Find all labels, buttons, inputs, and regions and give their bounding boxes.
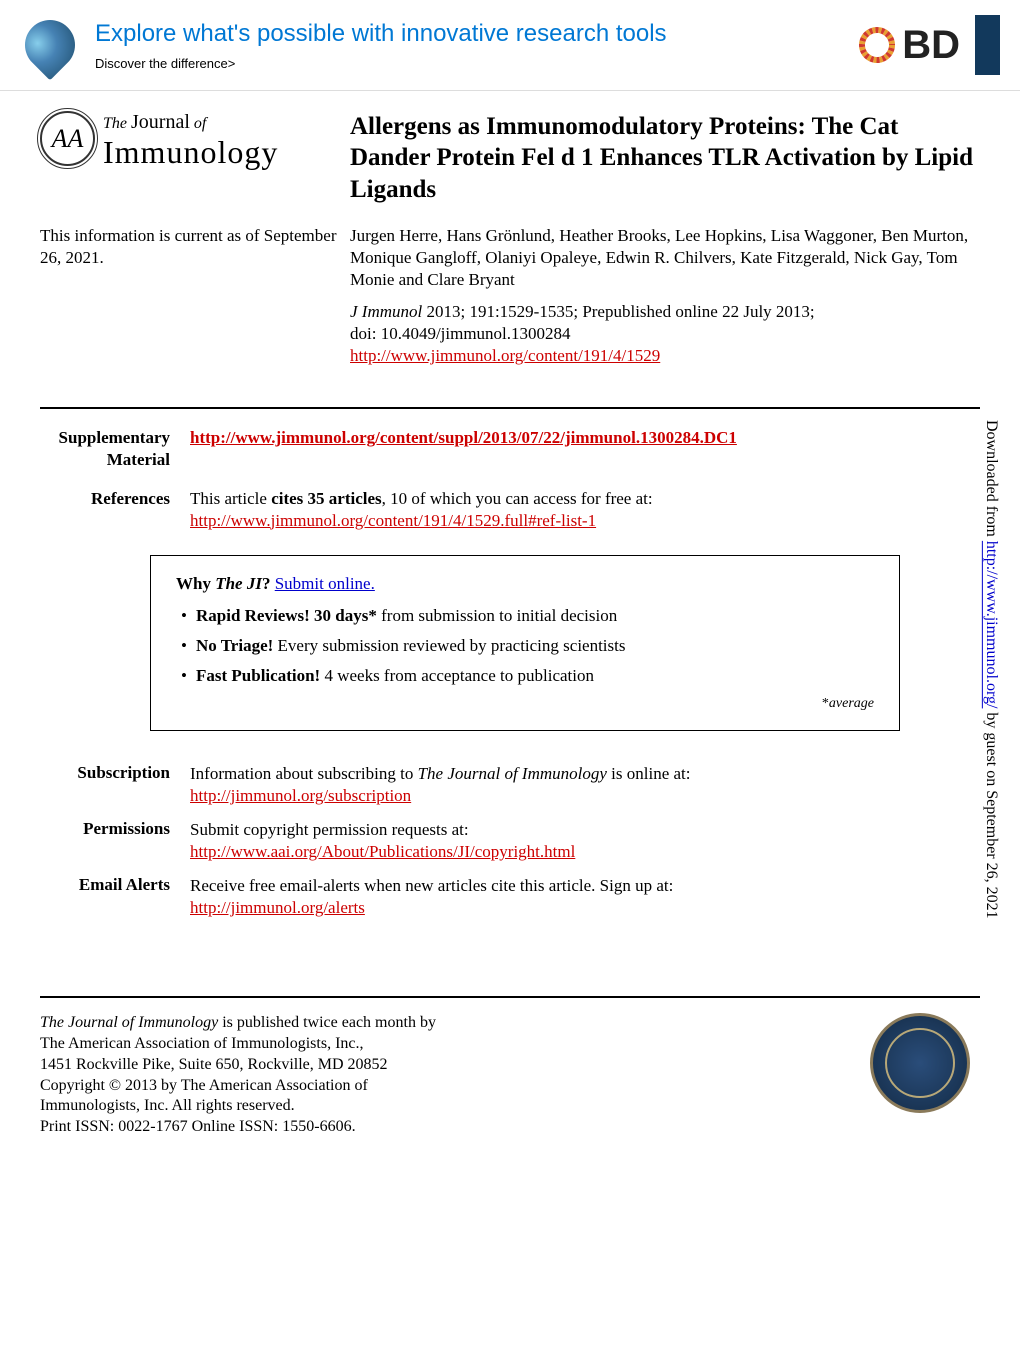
gear-icon	[857, 25, 897, 65]
footer-divider	[40, 996, 980, 998]
subscription-label: Subscription	[40, 763, 190, 807]
alerts-text: Receive free email-alerts when new artic…	[190, 876, 673, 895]
references-text-b: , 10 of which you can access for free at…	[382, 489, 653, 508]
why-submit-box: Why The JI? Submit online. Rapid Reviews…	[150, 555, 900, 731]
submit-online-link[interactable]: Submit online.	[275, 574, 375, 593]
doi: doi: 10.4049/jimmunol.1300284	[350, 324, 571, 343]
why-bullet-2: No Triage! Every submission reviewed by …	[181, 636, 874, 656]
article-url[interactable]: http://www.jimmunol.org/content/191/4/15…	[350, 346, 660, 365]
references-label: References	[40, 488, 190, 532]
divider	[40, 407, 980, 409]
current-as-of: This information is current as of Septem…	[40, 225, 340, 378]
banner-text: Explore what's possible with innovative …	[80, 20, 857, 71]
alerts-label: Email Alerts	[40, 875, 190, 919]
supplementary-label: Supplementary Material	[40, 427, 190, 471]
bd-logo: BD	[857, 23, 960, 68]
supplementary-link[interactable]: http://www.jimmunol.org/content/suppl/20…	[190, 428, 737, 447]
alerts-link[interactable]: http://jimmunol.org/alerts	[190, 898, 365, 917]
why-bullet-3: Fast Publication! 4 weeks from acceptanc…	[181, 666, 874, 686]
banner-discover-link[interactable]: Discover the difference>	[95, 56, 857, 71]
references-link[interactable]: http://www.jimmunol.org/content/191/4/15…	[190, 511, 596, 530]
bd-text: BD	[902, 23, 960, 68]
subscription-link[interactable]: http://jimmunol.org/subscription	[190, 786, 411, 805]
footer-text: The Journal of Immunology is published t…	[40, 1013, 870, 1138]
ad-banner: Explore what's possible with innovative …	[0, 0, 1020, 91]
journal-of: of	[194, 115, 206, 132]
banner-side-tab	[975, 15, 1000, 75]
badge-circle: AA	[40, 111, 95, 166]
footer: The Journal of Immunology is published t…	[0, 1013, 1020, 1168]
why-bullet-1: Rapid Reviews! 30 days* from submission …	[181, 606, 874, 626]
authors: Jurgen Herre, Hans Grönlund, Heather Bro…	[350, 225, 980, 291]
why-list: Rapid Reviews! 30 days* from submission …	[176, 606, 874, 686]
info-row: This information is current as of Septem…	[0, 215, 1020, 398]
subscription-row: Subscription Information about subscribi…	[40, 763, 980, 807]
supplementary-row: Supplementary Material http://www.jimmun…	[0, 419, 1020, 479]
journal-word: Journal	[131, 111, 190, 133]
permissions-link[interactable]: http://www.aai.org/About/Publications/JI…	[190, 842, 575, 861]
permissions-text: Submit copyright permission requests at:	[190, 820, 469, 839]
article-title: Allergens as Immunomodulatory Proteins: …	[350, 111, 980, 205]
journal-logo: AA The Journal of Immunology	[40, 111, 340, 205]
download-sidebar: Downloaded from http://www.jimmunol.org/…	[982, 420, 1000, 919]
banner-drop-icon	[20, 15, 80, 75]
alerts-row: Email Alerts Receive free email-alerts w…	[40, 875, 980, 919]
download-origin-link[interactable]: http://www.jimmunol.org/	[983, 541, 1000, 709]
why-footnote: *average	[176, 696, 874, 712]
journal-the: The	[103, 115, 127, 132]
references-bold: cites 35 articles	[271, 489, 381, 508]
banner-title: Explore what's possible with innovative …	[95, 20, 857, 48]
permissions-label: Permissions	[40, 819, 190, 863]
permissions-row: Permissions Submit copyright permission …	[40, 819, 980, 863]
journal-main: Immunology	[103, 134, 278, 171]
references-text-a: This article	[190, 489, 271, 508]
references-row: References This article cites 35 article…	[0, 480, 1020, 540]
citation-line: J Immunol 2013; 191:1529-1535; Prepublis…	[350, 302, 815, 321]
header-row: AA The Journal of Immunology Allergens a…	[0, 91, 1020, 215]
why-title: Why The JI? Submit online.	[176, 574, 874, 594]
aai-seal	[870, 1013, 980, 1123]
